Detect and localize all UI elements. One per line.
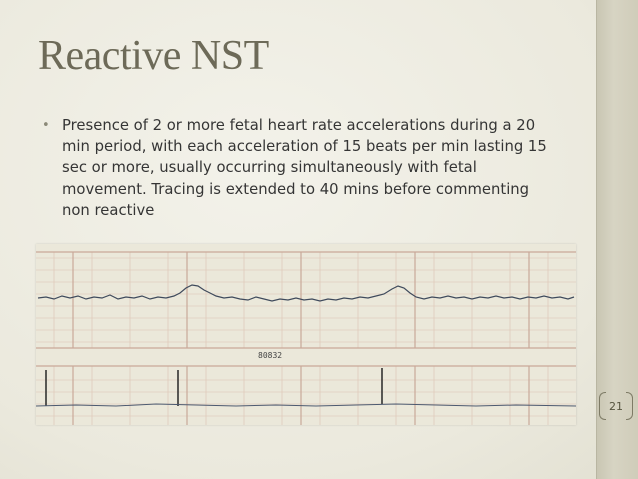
ua-grid xyxy=(36,366,576,425)
ua-major-grid xyxy=(36,365,576,425)
ctg-tracing-graphic: 80832 xyxy=(35,244,577,425)
fhr-grid xyxy=(36,252,576,348)
slide-title: Reactive NST xyxy=(38,33,269,79)
paper-serial-number: 80832 xyxy=(258,351,282,360)
uterine-activity-trace xyxy=(35,403,577,407)
right-bracket-icon xyxy=(626,392,633,420)
left-bracket-icon xyxy=(599,392,606,420)
fhr-major-grid xyxy=(36,251,576,349)
fetal-movement-markers xyxy=(45,368,383,406)
bullet-text: Presence of 2 or more fetal heart rate a… xyxy=(62,117,547,219)
decorative-side-band xyxy=(596,0,638,479)
page-number: 21 xyxy=(609,399,623,413)
bullet-point: • Presence of 2 or more fetal heart rate… xyxy=(42,115,554,221)
bullet-marker: • xyxy=(42,118,50,133)
ctg-tracing-image: 80832 xyxy=(35,244,577,425)
fhr-trace xyxy=(37,284,575,302)
page-number-badge: 21 xyxy=(599,392,633,420)
